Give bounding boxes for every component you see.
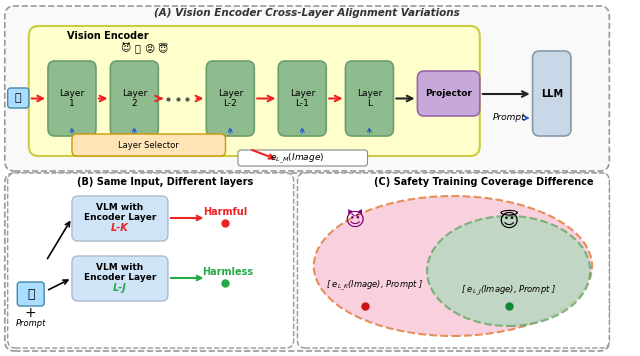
Text: (C) Safety Training Coverage Difference: (C) Safety Training Coverage Difference [374,177,594,187]
Text: 😈: 😈 [120,43,130,53]
FancyBboxPatch shape [72,134,225,156]
FancyBboxPatch shape [278,61,326,136]
Text: [ $e_{L\_K}$(Image), Prompt ]: [ $e_{L\_K}$(Image), Prompt ] [326,279,423,293]
Text: Layer
1: Layer 1 [60,89,84,108]
Text: L-K: L-K [111,223,129,233]
Text: VLM with: VLM with [97,263,143,272]
FancyBboxPatch shape [298,173,609,348]
Text: VLM with: VLM with [97,204,143,213]
Text: 👿: 👿 [134,43,140,53]
Text: Harmless: Harmless [202,267,253,277]
Ellipse shape [427,216,590,326]
FancyBboxPatch shape [4,173,609,351]
Text: Layer
L-1: Layer L-1 [290,89,315,108]
Text: 😡: 😡 [145,43,155,53]
FancyBboxPatch shape [346,61,394,136]
FancyBboxPatch shape [17,282,44,306]
Text: $e_{L\_M}(Image)$: $e_{L\_M}(Image)$ [270,152,324,166]
FancyBboxPatch shape [48,61,96,136]
Text: 🏔: 🏔 [15,93,22,103]
Text: Layer
2: Layer 2 [122,89,147,108]
Text: 😈: 😈 [345,211,365,230]
Text: 🏔: 🏔 [27,288,35,300]
Text: L-J: L-J [113,283,127,293]
FancyBboxPatch shape [417,71,480,116]
Text: (A) Vision Encoder Cross-Layer Alignment Variations: (A) Vision Encoder Cross-Layer Alignment… [154,8,460,18]
FancyBboxPatch shape [72,196,168,241]
Text: Prompt: Prompt [15,319,46,328]
Text: Layer Selector: Layer Selector [118,141,179,150]
Text: (B) Same Input, Different layers: (B) Same Input, Different layers [77,177,253,187]
Text: Projector: Projector [425,89,472,99]
Text: 😇: 😇 [499,211,519,230]
FancyBboxPatch shape [532,51,571,136]
Text: Harmful: Harmful [204,207,248,217]
Text: Vision Encoder: Vision Encoder [67,31,148,41]
FancyBboxPatch shape [72,256,168,301]
FancyBboxPatch shape [110,61,158,136]
Text: Encoder Layer: Encoder Layer [84,273,156,283]
Ellipse shape [314,196,592,336]
Text: 😇: 😇 [157,43,167,53]
Text: Prompt: Prompt [492,114,525,122]
FancyBboxPatch shape [4,6,609,171]
FancyBboxPatch shape [206,61,254,136]
FancyBboxPatch shape [8,173,294,348]
Text: +: + [25,306,36,320]
Text: Encoder Layer: Encoder Layer [84,214,156,222]
FancyBboxPatch shape [8,88,29,108]
Text: Layer
L: Layer L [357,89,382,108]
Text: LLM: LLM [541,89,563,99]
FancyBboxPatch shape [238,150,367,166]
Text: [ $e_{L\_J}$(Image), Prompt ]: [ $e_{L\_J}$(Image), Prompt ] [461,284,556,298]
FancyBboxPatch shape [29,26,480,156]
Text: Layer
L-2: Layer L-2 [218,89,243,108]
